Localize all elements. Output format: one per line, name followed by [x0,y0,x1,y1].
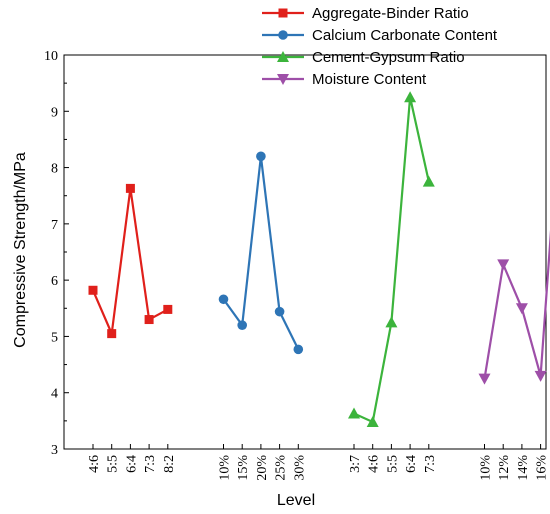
series-line [483,229,550,379]
x-tick-label: 25% [274,455,289,481]
data-point [385,316,398,328]
data-point [497,259,510,271]
data-point [348,407,360,419]
x-tick-label: 12% [497,455,512,481]
x-tick-label: 5:5 [385,455,400,473]
legend-marker [277,51,289,62]
data-point [422,175,435,187]
legend-marker [278,8,288,18]
series-layer [88,91,550,427]
y-tick-label: 7 [51,218,58,233]
x-tick-label: 3:7 [348,455,363,473]
data-point [293,344,304,355]
x-axis: 4:6 5:5 6:4 7:3 8:2 10% 15% 20% 25% 30% 3:7 4:6 5:5 6… [87,444,550,481]
legend-label: Moisture Content [312,71,427,88]
legend-marker [277,74,289,85]
legend: Aggregate-Binder Ratio Calcium Carbonate … [262,5,498,88]
data-point [515,303,528,315]
data-point [107,329,117,339]
legend-entry: Cement-Gypsum Ratio [262,49,465,66]
legend-entry: Calcium Carbonate Content [262,27,498,44]
x-tick-label: 10% [479,455,494,481]
data-point [125,183,135,193]
y-tick-label: 6 [51,274,58,289]
series-4 [478,229,550,385]
data-point [237,320,247,330]
data-point [256,151,266,162]
data-point [144,315,154,325]
y-tick-label: 9 [51,105,58,120]
x-tick-label: 5:5 [106,455,121,473]
x-tick-label: 8:2 [162,455,177,473]
plot-border [63,54,547,450]
x-tick-label: 7:3 [143,455,158,473]
legend-marker [278,30,288,40]
y-axis: 3 4 5 6 7 8 9 10 [44,49,69,458]
legend-label: Aggregate-Binder Ratio [312,5,469,22]
y-tick-label: 5 [51,330,58,345]
x-tick-label: 20% [255,455,270,481]
x-tick-label: 7:3 [423,455,438,473]
x-tick-label: 6:4 [124,455,139,473]
data-point [404,91,417,103]
series-2 [218,151,304,355]
series-3 [348,91,435,427]
legend-label: Cement-Gypsum Ratio [312,49,465,66]
y-tick-label: 3 [51,443,58,458]
data-point [88,285,98,295]
x-tick-label: 4:6 [87,455,102,473]
y-tick-label: 8 [51,162,58,177]
data-point [366,415,379,427]
plot-frame [63,54,547,450]
legend-entry: Aggregate-Binder Ratio [262,5,469,22]
series-1 [88,183,173,339]
data-point [218,294,229,305]
x-tick-label: 14% [516,455,531,481]
legend-label: Calcium Carbonate Content [312,27,498,44]
legend-entry: Moisture Content [262,71,427,88]
x-tick-label: 4:6 [367,455,382,473]
y-tick-label: 4 [51,387,58,402]
y-tick-label: 10 [44,49,58,64]
x-tick-label: 30% [292,455,307,481]
x-tick-label: 10% [218,455,233,481]
data-point [534,370,547,382]
data-point [478,373,491,385]
series-line [353,96,430,424]
x-tick-label: 6:4 [404,455,419,473]
data-point [163,304,173,314]
series-line [222,156,300,350]
x-tick-label: 15% [236,455,251,481]
series-line [91,188,169,338]
x-tick-label: 16% [535,455,550,481]
x-axis-title: Level [277,492,315,509]
y-axis-title: Compressive Strength/MPa [12,152,29,348]
data-point [274,306,285,317]
